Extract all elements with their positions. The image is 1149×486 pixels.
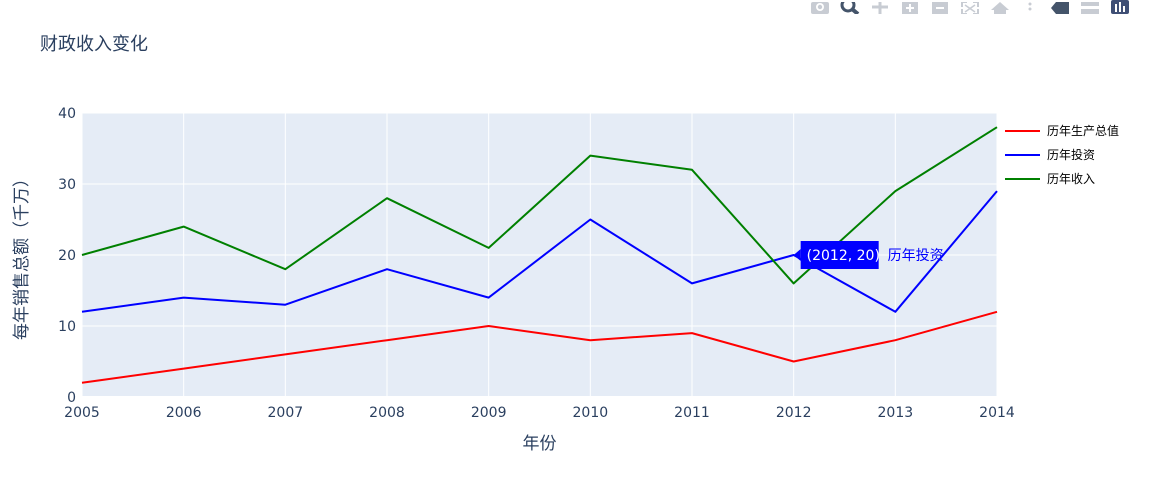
y-axis-ticks: 0 10 20 30 40 [58,106,76,406]
zoom-icon[interactable] [839,0,861,14]
hover-label: (2012, 20) 历年投资 [793,241,944,269]
hover-value-label: (2012, 20) [807,248,880,264]
data-point[interactable] [584,214,596,226]
series-line[interactable] [81,190,998,313]
x-tick-label: 2013 [878,405,914,421]
zoom-in-icon[interactable] [899,0,921,14]
data-point[interactable] [991,185,1003,197]
data-point[interactable] [889,185,901,197]
hover-pointer [793,249,801,261]
chart-title: 财政收入变化 [40,34,148,55]
y-axis-title: 每年销售总额（千万） [12,170,32,340]
legend-label: 历年收入 [1047,172,1095,186]
plotly-logo-icon[interactable] [1109,0,1131,14]
data-point[interactable] [279,348,291,360]
data-point[interactable] [76,377,88,389]
x-tick-label: 2011 [674,405,710,421]
data-point[interactable] [483,320,495,332]
x-tick-label: 2005 [64,405,100,421]
legend-item[interactable]: 历年生产总值 [1005,123,1119,138]
data-point[interactable] [279,299,291,311]
autoscale-icon[interactable] [959,0,981,14]
data-point[interactable] [279,263,291,275]
data-point[interactable] [381,334,393,346]
hover-closest-icon[interactable] [1049,0,1071,14]
hover-compare-icon[interactable] [1079,0,1101,14]
series-line[interactable] [81,126,998,285]
legend-label: 历年生产总值 [1047,123,1119,138]
data-point[interactable] [178,292,190,304]
data-point[interactable] [76,306,88,318]
x-tick-label: 2012 [776,405,812,421]
spike-lines-icon[interactable] [1019,0,1041,14]
x-tick-label: 2009 [471,405,507,421]
y-tick-label: 0 [67,390,76,406]
modebar [809,0,1131,14]
data-point[interactable] [686,277,698,289]
data-point[interactable] [686,327,698,339]
data-point[interactable] [889,334,901,346]
y-tick-label: 40 [58,106,76,122]
series-line[interactable] [81,310,998,384]
x-axis-title: 年份 [523,434,557,454]
x-tick-label: 2008 [369,405,405,421]
x-tick-label: 2010 [573,405,609,421]
data-point[interactable] [381,263,393,275]
data-point[interactable] [584,150,596,162]
camera-icon[interactable] [809,0,831,14]
data-point[interactable] [381,192,393,204]
legend-item[interactable]: 历年收入 [1005,172,1095,186]
y-tick-label: 30 [58,177,76,193]
hover-box [800,241,879,269]
zoom-out-icon[interactable] [929,0,951,14]
data-point[interactable] [788,356,800,368]
series-lines [76,121,1003,389]
hover-series-name: 历年投资 [888,248,944,264]
data-point[interactable] [483,292,495,304]
legend-label: 历年投资 [1047,147,1095,162]
data-point[interactable] [686,164,698,176]
data-point[interactable] [584,334,596,346]
data-point[interactable] [889,306,901,318]
data-point[interactable] [178,221,190,233]
y-tick-label: 10 [58,319,76,335]
data-point[interactable] [991,306,1003,318]
data-point[interactable] [76,249,88,261]
x-tick-label: 2006 [166,405,202,421]
data-point[interactable] [483,242,495,254]
data-point[interactable] [991,121,1003,133]
legend-item[interactable]: 历年投资 [1005,147,1095,162]
y-tick-label: 20 [58,248,76,264]
pan-icon[interactable] [869,0,891,14]
x-axis-ticks: 2005 2006 2007 2008 2009 2010 2011 2012 2013 2014 [64,405,1015,421]
data-point[interactable] [178,363,190,375]
data-point[interactable] [788,277,800,289]
home-icon[interactable] [989,0,1011,14]
x-tick-label: 2014 [979,405,1015,421]
x-tick-label: 2007 [268,405,304,421]
